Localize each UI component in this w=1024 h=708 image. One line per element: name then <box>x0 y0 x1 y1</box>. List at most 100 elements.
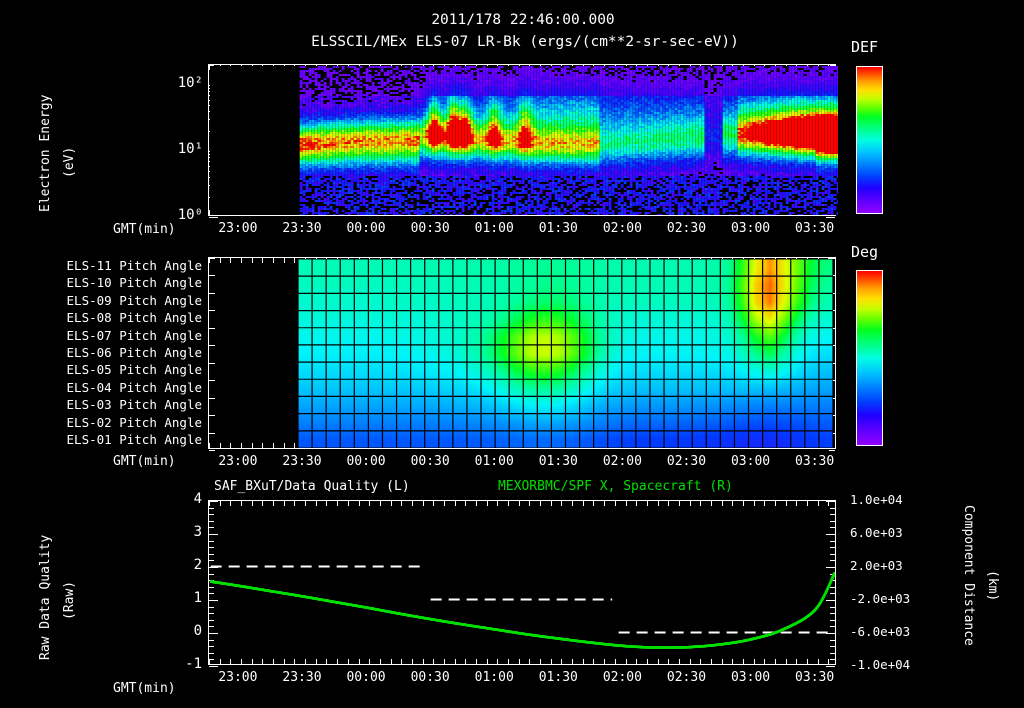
y-tick-label-left: 0 <box>193 623 202 639</box>
pitch-angle-row-label: ELS-10 Pitch Angle <box>66 275 202 291</box>
x-tick-label: 01:30 <box>538 454 578 469</box>
panel-top-colorbar-title: DEF <box>851 38 879 56</box>
x-tick-label: 02:00 <box>602 221 642 236</box>
y-tick <box>209 432 215 434</box>
x-tick-label: 23:30 <box>282 221 322 236</box>
y-tick <box>209 310 215 312</box>
y-tick-label: 10⁰ <box>177 207 203 223</box>
panel-bot-xaxis-label: GMT(min) <box>113 681 176 696</box>
pitch-angle-row-label: ELS-06 Pitch Angle <box>66 345 202 360</box>
y-tick-label-right: -2.0e+03 <box>850 591 911 606</box>
y-tick <box>209 275 215 277</box>
pitch-angle-row-label: ELS-02 Pitch Angle <box>66 414 202 430</box>
x-tick-label: 03:30 <box>795 454 835 469</box>
pitch-angle-row-label: ELS-01 Pitch Angle <box>66 432 202 448</box>
pitch-angle-row-label: ELS-11 Pitch Angle <box>66 257 202 273</box>
y-tick <box>209 415 215 417</box>
y-tick <box>209 397 215 399</box>
y-tick-label-left: 3 <box>193 524 202 540</box>
x-tick-label: 03:00 <box>730 670 771 685</box>
x-tick-label: 01:30 <box>538 221 578 236</box>
x-tick-label: 00:00 <box>346 670 386 685</box>
y-tick-label-right: -1.0e+04 <box>850 657 911 672</box>
spectrogram-raster <box>209 65 838 215</box>
x-tick <box>219 443 221 448</box>
panel-mid-xaxis-label: GMT(min) <box>113 454 176 469</box>
y-tick-label-left: -1 <box>185 656 202 672</box>
x-tick <box>294 258 296 263</box>
x-tick-label: 01:00 <box>474 454 514 469</box>
def-colorbar <box>856 66 883 214</box>
y-tick <box>209 327 215 329</box>
y-tick-label-right: -6.0e+03 <box>850 624 911 639</box>
x-tick-label: 03:00 <box>730 454 771 469</box>
def-colorbar-gradient <box>857 67 882 213</box>
x-tick <box>283 258 285 263</box>
panel-bot-title-right: MEXORBMC/SPF X, Spacecraft (R) <box>498 479 733 494</box>
panel-bot-title-left: SAF_BXuT/Data Quality (L) <box>214 479 410 494</box>
pitch-angle-row-label: ELS-09 Pitch Angle <box>66 292 202 308</box>
x-tick <box>251 443 253 448</box>
x-tick-label: 00:30 <box>410 454 450 469</box>
pitch-angle-row-label: ELS-05 Pitch Angle <box>66 362 202 378</box>
pitch-angle-row-label: ELS-04 Pitch Angle <box>66 379 202 395</box>
x-tick-label: 01:30 <box>538 670 578 685</box>
plot-subtitle: ELSSCIL/MEx ELS-07 LR-Bk (ergs/(cm**2-sr… <box>311 34 739 50</box>
x-tick-label: 23:30 <box>282 454 322 469</box>
x-tick-label: 03:30 <box>795 670 835 685</box>
panel-bot-ylabel-left: Raw Data Quality <box>38 534 53 660</box>
panel-top-ylabel-units: (eV) <box>62 146 77 178</box>
y-tick <box>826 666 835 667</box>
pitch-angle-row-label: ELS-03 Pitch Angle <box>66 397 202 413</box>
y-tick <box>209 380 215 382</box>
x-tick <box>273 443 275 448</box>
pitch-angle-row-label: ELS-08 Pitch Angle <box>66 310 202 326</box>
y-tick <box>209 345 215 347</box>
x-tick <box>294 443 296 448</box>
y-tick <box>209 217 218 218</box>
x-tick-label: 03:30 <box>795 221 835 236</box>
x-tick <box>273 258 275 263</box>
y-tick <box>209 292 215 294</box>
panel-bot-ylabel-right: Component Distance <box>961 505 976 646</box>
x-tick-label: 02:00 <box>602 454 642 469</box>
y-tick-label-left: 2 <box>193 557 202 573</box>
x-tick-label: 23:30 <box>282 670 322 685</box>
y-tick <box>826 217 835 218</box>
x-tick-label: 02:30 <box>666 221 707 236</box>
deg-colorbar <box>856 270 883 446</box>
y-tick <box>209 450 215 451</box>
y-tick-label: 10¹ <box>177 140 203 157</box>
x-tick <box>241 258 243 263</box>
y-tick-label-left: 1 <box>193 590 202 606</box>
x-tick-label: 00:30 <box>410 221 450 236</box>
panel-top-xaxis-label: GMT(min) <box>113 222 176 237</box>
x-tick <box>230 258 232 263</box>
x-tick <box>230 443 232 448</box>
x-tick <box>219 258 221 263</box>
y-tick <box>209 258 215 259</box>
pitch-angle-row-label: ELS-07 Pitch Angle <box>66 327 202 343</box>
pitch-angle-heatmap <box>297 258 833 448</box>
x-tick-label: 02:30 <box>666 454 707 469</box>
x-tick <box>262 258 264 263</box>
x-tick-label: 00:00 <box>346 454 386 469</box>
deg-colorbar-gradient <box>857 271 882 445</box>
x-tick <box>251 258 253 263</box>
y-tick <box>829 450 835 451</box>
y-tick-label: 10² <box>177 74 203 91</box>
x-tick-label: 23:00 <box>218 670 258 685</box>
x-tick-label: 01:00 <box>474 670 514 685</box>
y-tick <box>209 666 218 667</box>
panel-top-ylabel: Electron Energy <box>38 94 53 212</box>
x-tick-label: 00:30 <box>410 670 450 685</box>
x-tick-label: 00:00 <box>346 221 386 236</box>
x-tick <box>209 443 210 448</box>
x-tick-label: 23:00 <box>218 221 258 236</box>
plot-datetime-title: 2011/178 22:46:00.000 <box>431 12 615 28</box>
x-tick <box>209 258 210 263</box>
panel-bot-ylabel-left-units: (Raw) <box>62 580 77 620</box>
y-tick-label-left: 4 <box>193 491 202 507</box>
x-tick-label: 23:00 <box>218 454 258 469</box>
